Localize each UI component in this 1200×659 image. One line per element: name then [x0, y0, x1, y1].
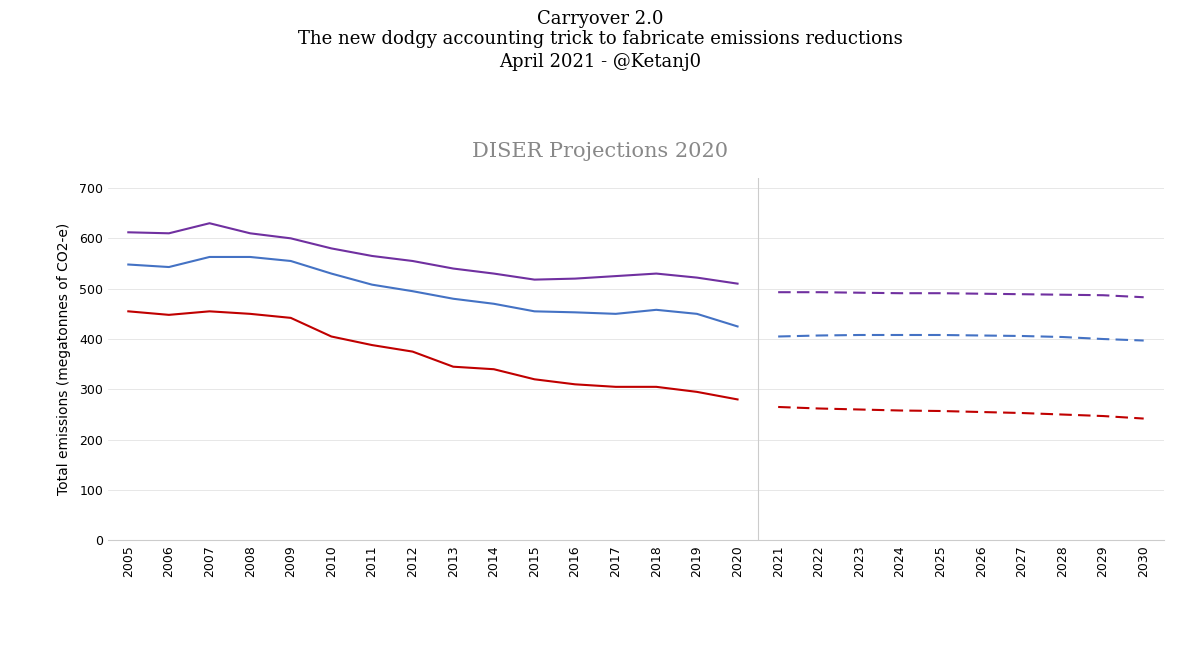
Text: DISER Projections 2020: DISER Projections 2020: [472, 142, 728, 161]
Legend: Historical, Projections, Consumption_Historical, Consumption_projections, Morrsi: Historical, Projections, Consumption_His…: [410, 655, 862, 659]
Text: The new dodgy accounting trick to fabricate emissions reductions: The new dodgy accounting trick to fabric…: [298, 30, 902, 47]
Text: April 2021 - @Ketanj0: April 2021 - @Ketanj0: [499, 53, 701, 71]
Y-axis label: Total emissions (megatonnes of CO2-e): Total emissions (megatonnes of CO2-e): [56, 223, 71, 496]
Text: Carryover 2.0: Carryover 2.0: [536, 10, 664, 28]
